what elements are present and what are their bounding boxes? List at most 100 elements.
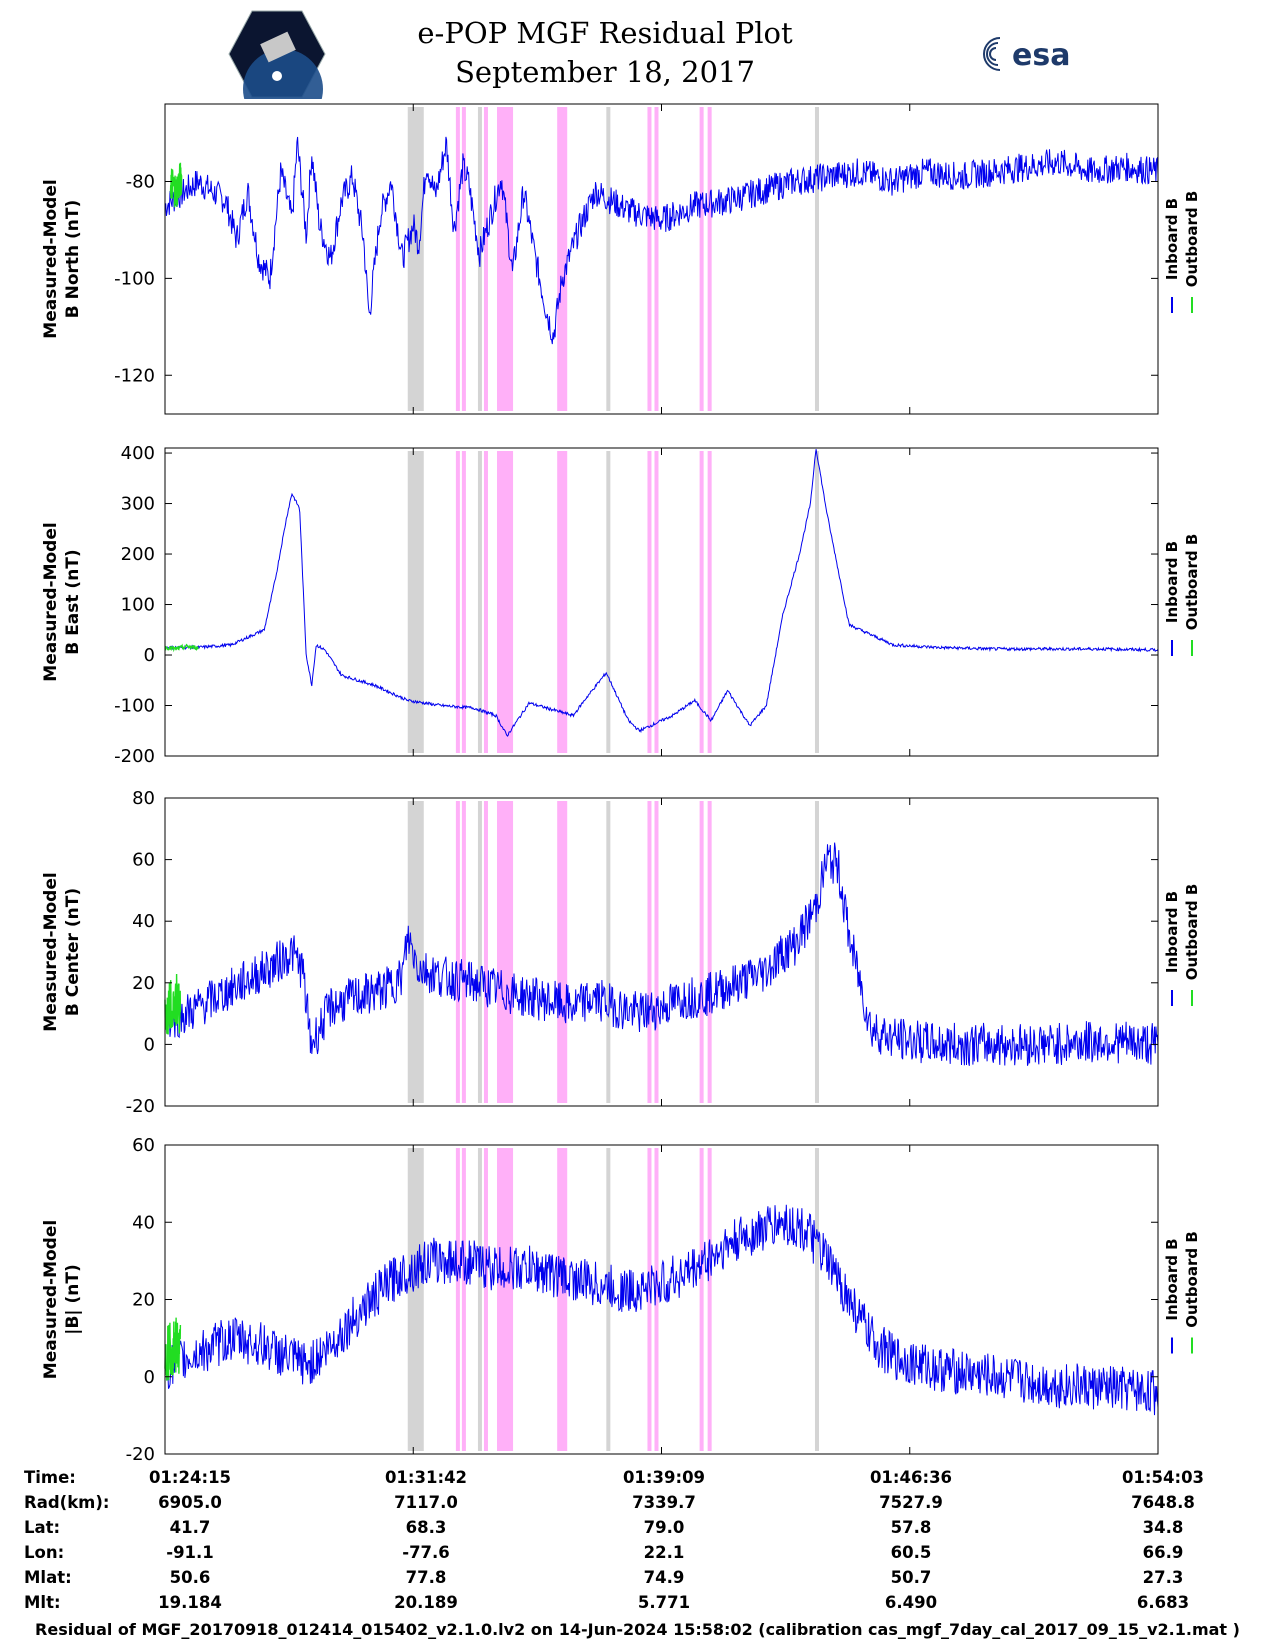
- panel-2: 400 300 200 100 0 -100 -200 Measured-Model B Eas…: [41, 443, 1201, 767]
- info-cell: 79.0: [643, 1518, 685, 1537]
- magenta-band: [647, 451, 652, 753]
- info-cell: 50.7: [890, 1568, 932, 1587]
- y-tick-label: 300: [121, 494, 155, 515]
- legend-label: Outboard B: [1183, 534, 1201, 631]
- magenta-band: [707, 801, 712, 1103]
- gray-band: [407, 107, 424, 411]
- magenta-band: [483, 801, 488, 1103]
- info-row-label: Lat:: [24, 1518, 61, 1537]
- magenta-band: [483, 451, 488, 753]
- plot-frame: [164, 447, 1159, 757]
- info-cell: 60.5: [890, 1543, 932, 1562]
- inboard-series-line: [164, 449, 1159, 737]
- info-cell: 7339.7: [632, 1493, 696, 1512]
- info-cell: 6.683: [1136, 1593, 1190, 1612]
- info-cell: 57.8: [890, 1518, 932, 1537]
- magenta-band: [497, 801, 514, 1103]
- y-axis-label: |B| (nT): [63, 1264, 83, 1335]
- info-row: Lat: 41.7 68.3 79.0 57.8 34.8: [0, 1518, 1275, 1543]
- magenta-band: [699, 801, 704, 1103]
- gray-band: [606, 801, 611, 1103]
- magenta-band: [647, 801, 652, 1103]
- info-cell: 01:54:03: [1121, 1468, 1205, 1487]
- orbit-info-table: Time: 01:24:15 01:31:42 01:39:09 01:46:36 01:…: [0, 1468, 1275, 1628]
- gray-band: [477, 451, 482, 753]
- legend-label: Inboard B: [1163, 1238, 1181, 1320]
- magenta-band: [707, 451, 712, 753]
- panel-4: 60 40 20 0 -20 Measured-Model |B| (nT) Inboard …: [41, 1135, 1201, 1465]
- magenta-band: [647, 107, 652, 411]
- legend-label: Inboard B: [1163, 541, 1181, 623]
- gray-band: [606, 107, 611, 411]
- gray-band: [606, 451, 611, 753]
- y-tick-label: 20: [132, 1290, 155, 1311]
- magenta-band: [497, 1148, 514, 1451]
- y-tick-label: -100: [114, 696, 155, 717]
- gray-band: [407, 451, 424, 753]
- info-row: Lon: -91.1 -77.6 22.1 60.5 66.9: [0, 1543, 1275, 1568]
- magenta-band: [483, 1148, 488, 1451]
- legend-label: Inboard B: [1163, 198, 1181, 280]
- info-cell: 34.8: [1142, 1518, 1184, 1537]
- legend-label: Outboard B: [1183, 1231, 1201, 1328]
- info-cell: 66.9: [1142, 1543, 1184, 1562]
- info-row: Mlat: 50.6 77.8 74.9 50.7 27.3: [0, 1568, 1275, 1593]
- info-cell: -77.6: [402, 1543, 450, 1562]
- gray-band: [606, 1148, 611, 1451]
- info-cell: 50.6: [169, 1568, 211, 1587]
- y-tick-label: 0: [144, 645, 155, 666]
- chart-title: e-POP MGF Residual Plot: [417, 16, 793, 50]
- info-cell: 7648.8: [1131, 1493, 1195, 1512]
- outboard-series-line: [169, 162, 183, 208]
- magenta-band: [699, 451, 704, 753]
- outboard-series-line: [164, 643, 199, 653]
- info-row-label: Lon:: [24, 1543, 65, 1562]
- info-cell: 01:31:42: [384, 1468, 468, 1487]
- y-tick-label: 0: [144, 1034, 155, 1055]
- y-tick-label: 20: [132, 973, 155, 994]
- panel-3: 80 60 40 20 0 -20 Measured-Model B Center (nT) I…: [41, 788, 1201, 1117]
- inboard-series-line: [164, 842, 1159, 1066]
- info-row-label: Time:: [24, 1468, 76, 1487]
- magenta-band: [557, 1148, 568, 1451]
- cassiope-logo: [228, 10, 326, 99]
- gray-band: [477, 1148, 482, 1451]
- info-cell: 22.1: [643, 1543, 685, 1562]
- gray-band: [407, 1148, 424, 1451]
- y-tick-label: 200: [121, 544, 155, 565]
- y-tick-label: 60: [132, 850, 155, 871]
- info-cell: 01:39:09: [622, 1468, 706, 1487]
- y-axis-label: Measured-Model: [41, 179, 61, 338]
- magenta-band: [557, 451, 568, 753]
- info-cell: 20.189: [394, 1593, 458, 1612]
- info-cell: 6.490: [884, 1593, 938, 1612]
- gray-band: [814, 451, 819, 753]
- y-tick-label: 100: [121, 595, 155, 616]
- outboard-series-line: [164, 973, 182, 1035]
- magenta-band: [654, 451, 659, 753]
- gray-band: [407, 801, 424, 1103]
- info-cell: 19.184: [158, 1593, 222, 1612]
- info-cell: 7117.0: [394, 1493, 458, 1512]
- info-cell: 01:24:15: [148, 1468, 232, 1487]
- y-tick-label: -20: [126, 1096, 155, 1117]
- info-cell: 01:46:36: [869, 1468, 953, 1487]
- magenta-band: [455, 107, 460, 411]
- magenta-band: [455, 801, 460, 1103]
- y-tick-label: 0: [144, 1367, 155, 1388]
- info-row-label: Mlat:: [24, 1568, 72, 1587]
- y-tick-label: -100: [114, 268, 155, 289]
- inboard-series-line: [164, 1204, 1159, 1416]
- y-tick-label: 80: [132, 788, 155, 809]
- y-axis-label: Measured-Model: [41, 522, 61, 681]
- magenta-band: [557, 107, 568, 411]
- y-tick-label: 400: [121, 443, 155, 464]
- magenta-band: [455, 451, 460, 753]
- magenta-band: [461, 451, 466, 753]
- info-row: Rad(km): 6905.0 7117.0 7339.7 7527.9 7648.8: [0, 1493, 1275, 1518]
- gray-band: [814, 1148, 819, 1451]
- magenta-band: [483, 107, 488, 411]
- y-axis-label: B Center (nT): [63, 888, 83, 1016]
- magenta-band: [654, 107, 659, 411]
